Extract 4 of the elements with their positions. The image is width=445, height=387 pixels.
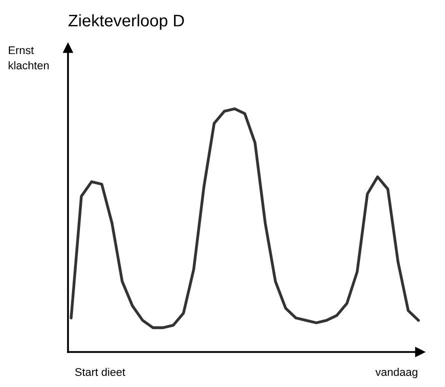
text: Start dieet	[75, 368, 126, 376]
y-axis-title: Ernst klachten	[8, 46, 49, 70]
chart-title: Ziekteverloop D	[68, 14, 184, 30]
text: vandaag	[375, 368, 418, 378]
